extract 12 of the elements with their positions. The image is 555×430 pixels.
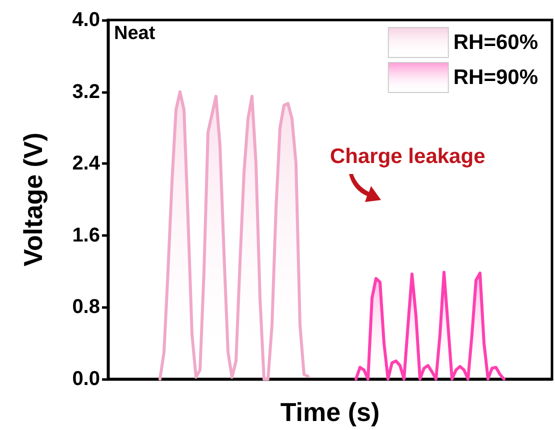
annotation: Charge leakage bbox=[330, 145, 486, 168]
annotation: Neat bbox=[114, 23, 156, 44]
y-tick-label: 4.0 bbox=[72, 9, 100, 31]
y-tick-label: 0.8 bbox=[72, 296, 100, 318]
y-tick-label: 3.2 bbox=[72, 80, 100, 103]
y-tick-label: 2.4 bbox=[72, 152, 101, 175]
x-axis-title: Time (s) bbox=[280, 397, 380, 427]
y-tick-label: 0.0 bbox=[72, 368, 100, 390]
y-tick-label: 1.6 bbox=[72, 224, 100, 246]
y-axis-title: Voltage (V) bbox=[18, 132, 48, 266]
legend-label: RH=60% bbox=[453, 31, 538, 54]
legend-label: RH=90% bbox=[453, 66, 538, 89]
